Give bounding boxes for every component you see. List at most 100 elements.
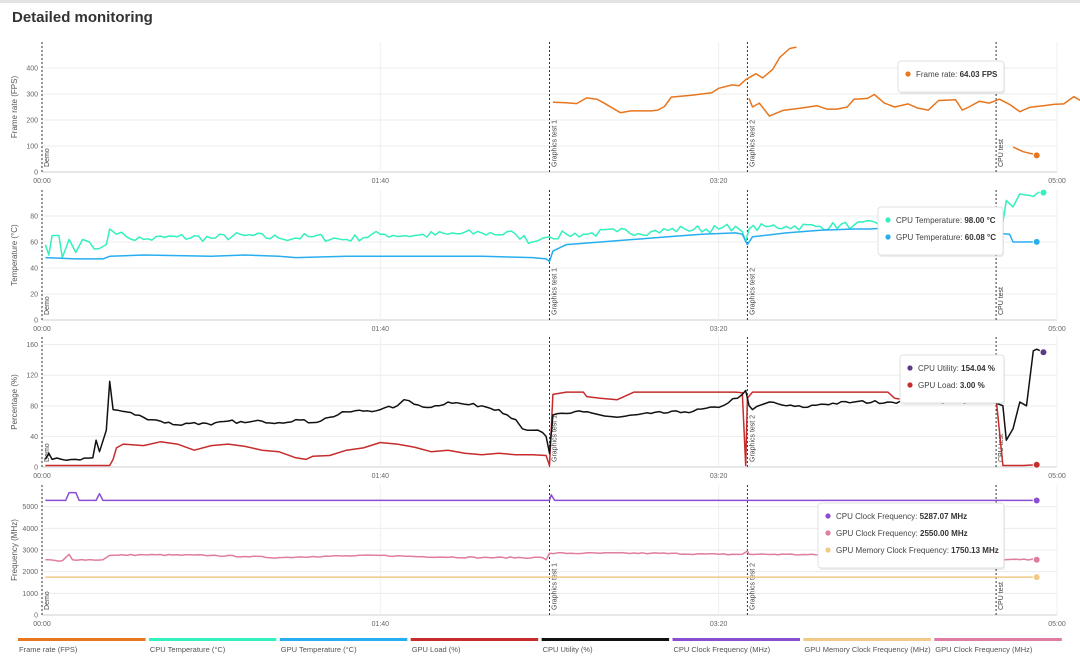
tooltip-box [899, 354, 1005, 404]
tooltip-name: GPU Temperature: [896, 233, 965, 242]
legend-swatch[interactable] [934, 638, 1062, 641]
tooltip-item: CPU Clock Frequency: 5287.07 MHz [836, 512, 967, 521]
x-tick-label: 05:00 [1048, 326, 1066, 333]
legend-item[interactable]: GPU Memory Clock Frequency (MHz) [803, 638, 931, 654]
y-tick-label: 5000 [22, 504, 38, 511]
series-line-cpu-clock [45, 491, 1037, 502]
section-marker-label: CPU test [998, 582, 1005, 610]
legend-label[interactable]: GPU Temperature (°C) [281, 645, 357, 654]
tooltip-name: GPU Load: [918, 381, 960, 390]
tooltip-item: GPU Temperature: 60.08 °C [896, 233, 996, 242]
legend-swatch[interactable] [410, 638, 539, 641]
page-title: Detailed monitoring [12, 9, 153, 26]
tooltip-name: Frame rate: [916, 70, 960, 79]
x-tick-label: 00:00 [33, 178, 51, 185]
series-end-point[interactable] [1039, 188, 1048, 197]
y-axis-label: Frequency (MHz) [10, 519, 19, 581]
legend-swatch[interactable] [803, 638, 931, 641]
x-tick-label: 01:40 [372, 326, 390, 333]
legend-item[interactable]: GPU Temperature (°C) [279, 638, 408, 654]
series-line-cpu-util [44, 348, 1044, 462]
legend-swatch[interactable] [18, 638, 146, 641]
section-marker-label: Graphics test 1 [552, 415, 559, 462]
y-tick-label: 300 [26, 92, 38, 99]
section-marker-label: Demo [44, 148, 51, 167]
tooltip-swatch [825, 530, 831, 536]
section-marker-label: Demo [44, 296, 51, 315]
legend-swatch[interactable] [279, 638, 408, 641]
y-tick-label: 80 [30, 403, 38, 410]
legend-item[interactable]: CPU Temperature (°C) [148, 638, 277, 654]
tooltip: CPU Utility: 154.04 %GPU Load: 3.00 % [899, 354, 1005, 405]
tooltip-box [897, 60, 1005, 93]
section-marker-label: Graphics test 2 [749, 415, 756, 462]
y-tick-label: 0 [34, 465, 38, 472]
series-end-point[interactable] [1032, 496, 1041, 505]
tooltip-name: GPU Clock Frequency: [836, 529, 920, 538]
series-end-point[interactable] [1032, 237, 1041, 246]
series-end-point[interactable] [1032, 460, 1041, 469]
legend-label[interactable]: CPU Temperature (°C) [150, 645, 226, 654]
series-end-point[interactable] [1032, 573, 1041, 582]
x-tick-label: 03:20 [710, 621, 728, 628]
legend-label[interactable]: GPU Load (%) [412, 645, 461, 654]
legend-label[interactable]: CPU Clock Frequency (MHz) [674, 645, 771, 654]
legend-label[interactable]: GPU Clock Frequency (MHz) [935, 645, 1033, 654]
tooltip-item: CPU Temperature: 98.00 °C [896, 216, 996, 225]
series-end-point[interactable] [1032, 151, 1041, 160]
series-line-cpu-temp [44, 191, 1044, 259]
tooltip-box [877, 206, 1004, 256]
y-tick-label: 1000 [22, 591, 38, 598]
tooltip-swatch [885, 234, 891, 240]
tooltip-item: CPU Utility: 154.04 % [918, 364, 995, 373]
y-tick-label: 100 [26, 144, 38, 151]
legend-item[interactable]: Frame rate (FPS) [18, 638, 146, 654]
legend-item[interactable]: CPU Clock Frequency (MHz) [672, 638, 801, 654]
tooltip-swatch [885, 217, 891, 223]
tooltip-item: GPU Memory Clock Frequency: 1750.13 MHz [836, 546, 999, 555]
section-marker-label: Graphics test 2 [749, 268, 756, 315]
tooltip-item: Frame rate: 64.03 FPS [916, 70, 998, 79]
legend-swatch[interactable] [148, 638, 277, 641]
y-tick-label: 0 [34, 613, 38, 620]
section-marker-label: Graphics test 2 [749, 563, 756, 610]
legend-label[interactable]: Frame rate (FPS) [19, 645, 78, 654]
legend-item[interactable]: GPU Load (%) [410, 638, 539, 654]
y-tick-label: 0 [34, 318, 38, 325]
x-tick-label: 05:00 [1048, 473, 1066, 480]
tooltip-box [817, 502, 1005, 569]
x-tick-label: 01:40 [372, 473, 390, 480]
section-marker-label: CPU test [998, 139, 1005, 167]
x-tick-label: 03:20 [710, 326, 728, 333]
tooltip-value: 1750.13 MHz [951, 546, 999, 555]
tooltip-value: 5287.07 MHz [920, 512, 968, 521]
y-tick-label: 60 [30, 240, 38, 247]
legend-item[interactable]: GPU Clock Frequency (MHz) [934, 638, 1062, 654]
chart-panel-3: 0 40 80 120 160 00:00 01:40 03:20 05:00 Percentag… [10, 337, 1066, 480]
y-tick-label: 4000 [22, 526, 38, 533]
section-marker-label: Graphics test 1 [552, 120, 559, 167]
legend-label[interactable]: GPU Memory Clock Frequency (MHz) [804, 645, 931, 654]
series-end-point[interactable] [1039, 348, 1048, 357]
x-tick-label: 01:40 [372, 178, 390, 185]
chart-panel-1: 0 100 200 300 400 00:00 01:40 03:20 05:00 Frame r… [10, 42, 1080, 185]
section-marker-label: Demo [44, 443, 51, 462]
legend-swatch[interactable] [541, 638, 670, 641]
y-axis-label: Frame rate (FPS) [10, 76, 19, 139]
legend-item[interactable]: CPU Utility (%) [541, 638, 670, 654]
series-end-point[interactable] [1032, 555, 1041, 564]
chart-panel-2: 0 20 40 60 80 00:00 01:40 03:20 05:00 Temperature… [10, 188, 1066, 333]
tooltip-value: 154.04 % [961, 364, 995, 373]
y-tick-label: 20 [30, 292, 38, 299]
legend-label[interactable]: CPU Utility (%) [543, 645, 594, 654]
section-marker-label: Graphics test 1 [552, 268, 559, 315]
y-tick-label: 40 [30, 266, 38, 273]
tooltip-value: 64.03 FPS [960, 70, 998, 79]
legend-swatch[interactable] [672, 638, 801, 641]
tooltip-swatch [825, 547, 831, 553]
x-tick-label: 00:00 [33, 621, 51, 628]
tooltip: CPU Clock Frequency: 5287.07 MHz GPU Cloc… [817, 502, 1005, 570]
section-marker-label: CPU test [998, 287, 1005, 315]
section-marker-label: Graphics test 1 [552, 563, 559, 610]
tooltip-value: 98.00 °C [964, 216, 995, 225]
